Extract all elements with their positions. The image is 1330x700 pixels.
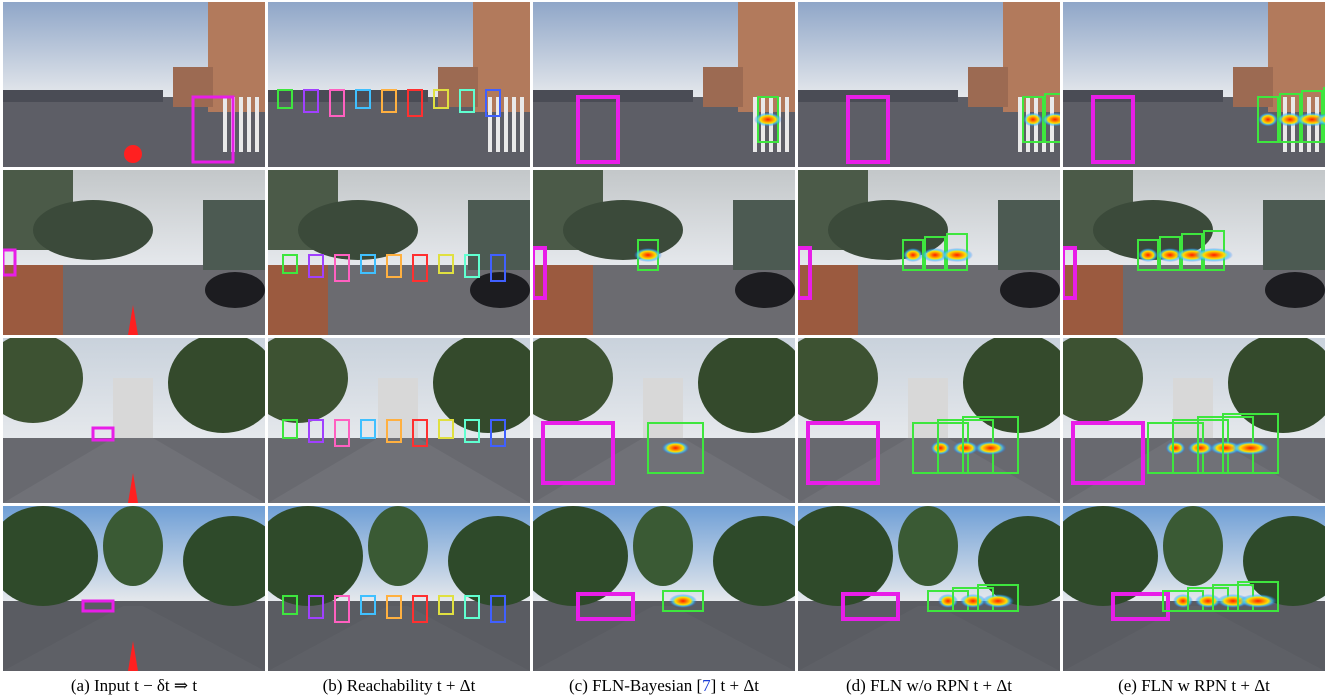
image-input-row-1: [3, 2, 265, 167]
scene-parking-lot-storefront: [1063, 2, 1325, 167]
image-fln-with-rpn-row-3: [1063, 338, 1325, 503]
caption-a: (a) Input t − δt ⇒ t: [70, 676, 198, 695]
image-fln-bayesian-row-2: [533, 170, 795, 335]
scene-parking-lot-storefront: [533, 2, 795, 167]
image-fln-without-rpn-row-1: [798, 2, 1060, 167]
scene-road-with-scooter: [533, 338, 795, 503]
scene-intersection-office-building: [1063, 170, 1325, 335]
scene-intersection-office-building: [798, 170, 1060, 335]
scene-tree-lined-boulevard: [3, 506, 265, 671]
image-reachability-row-4: [268, 506, 530, 671]
scene-parking-lot-storefront: [798, 2, 1060, 167]
scene-tree-lined-boulevard: [1063, 506, 1325, 671]
caption-b: (b) Reachability t + Δt: [322, 676, 476, 695]
scene-intersection-office-building: [3, 170, 265, 335]
image-reachability-row-3: [268, 338, 530, 503]
scene-intersection-office-building: [533, 170, 795, 335]
image-reachability-row-2: [268, 170, 530, 335]
image-reachability-row-1: [268, 2, 530, 167]
image-fln-with-rpn-row-4: [1063, 506, 1325, 671]
image-fln-with-rpn-row-2: [1063, 170, 1325, 335]
image-fln-without-rpn-row-3: [798, 338, 1060, 503]
image-fln-bayesian-row-1: [533, 2, 795, 167]
scene-road-with-scooter: [1063, 338, 1325, 503]
scene-road-with-scooter: [268, 338, 530, 503]
image-input-row-3: [3, 338, 265, 503]
caption-c: (c) FLN-Bayesian [7] t + Δt: [568, 676, 759, 695]
scene-tree-lined-boulevard: [533, 506, 795, 671]
scene-parking-lot-storefront: [3, 2, 265, 167]
image-fln-without-rpn-row-4: [798, 506, 1060, 671]
scene-intersection-office-building: [268, 170, 530, 335]
caption-d: (d) FLN w/o RPN t + Δt: [846, 676, 1012, 695]
figure-grid: [3, 2, 1327, 671]
citation-link[interactable]: 7: [702, 676, 711, 695]
scene-tree-lined-boulevard: [798, 506, 1060, 671]
scene-road-with-scooter: [798, 338, 1060, 503]
scene-tree-lined-boulevard: [268, 506, 530, 671]
image-fln-bayesian-row-3: [533, 338, 795, 503]
caption-e: (e) FLN w RPN t + Δt: [1118, 676, 1270, 695]
image-fln-without-rpn-row-2: [798, 170, 1060, 335]
image-fln-with-rpn-row-1: [1063, 2, 1325, 167]
image-fln-bayesian-row-4: [533, 506, 795, 671]
scene-road-with-scooter: [3, 338, 265, 503]
scene-parking-lot-storefront: [268, 2, 530, 167]
image-input-row-4: [3, 506, 265, 671]
image-input-row-2: [3, 170, 265, 335]
